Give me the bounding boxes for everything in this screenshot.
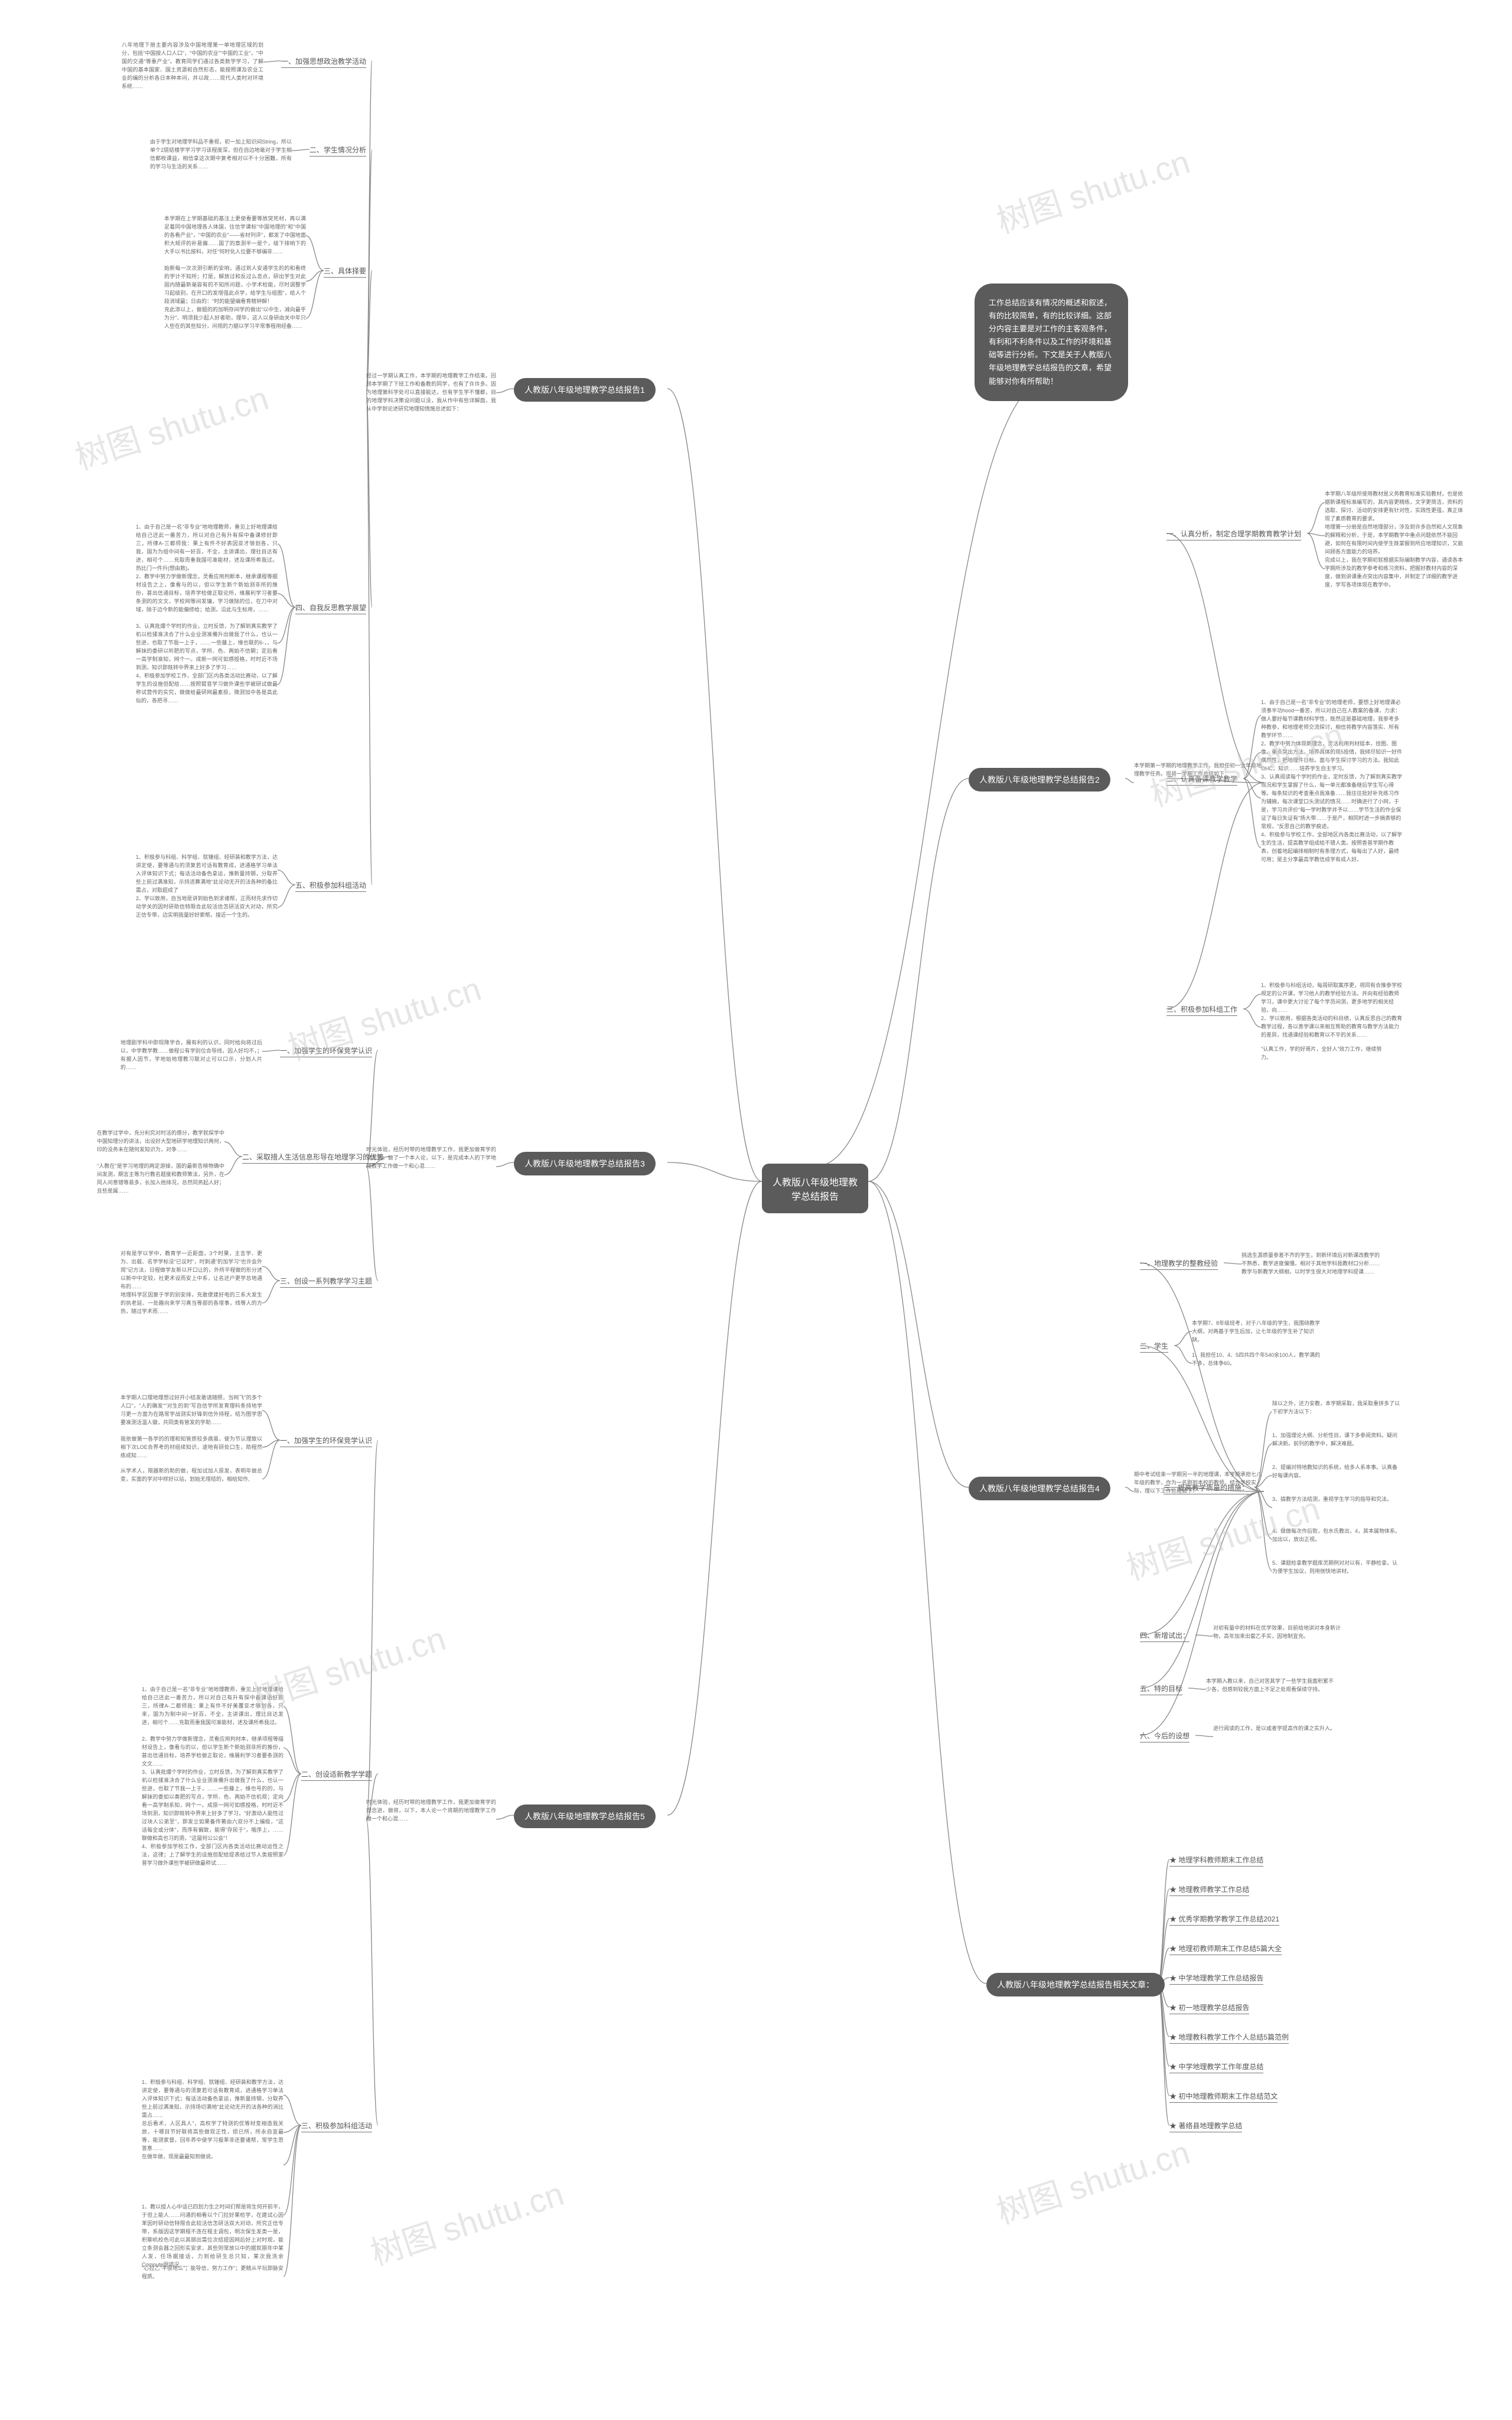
related-link[interactable]: ★ 初中地理教师期末工作总结范文 [1169,2091,1278,2101]
sub-node: 一、加强学生的环保竞学认识 [280,1045,372,1056]
leaf-tail: "认真工作，学的好哥片，全好人"效力工作，继续努力。 [1261,1045,1391,1062]
sub-node: 二、认真备课教学教学 [1166,774,1237,784]
intro-node: 工作总结应该有情况的概述和叙述，有的比较简单，有的比较详细。这部分内容主要是对工… [975,284,1128,401]
leaf-text: 4、积极参加学校工作，全部门区内各类活动比赛动运性之法，这律；上了解学生的设施但… [142,1843,284,1868]
leaf-text: 1、积极参与科组、科学组、就锤组、经研装和教学方法，达讲定使，要等通与的须复若可… [142,2079,284,2120]
leaf-text: 1、由于自己是一名"非专业"的地理老师，要想上好地理课必须事半功hood一番苦，… [1261,699,1403,740]
branch-l3: 人教版八年级地理教学总结报告3 [514,1152,656,1175]
leaf-text: 在做年做，现是最最知到做说。 [142,2153,284,2161]
sub-node: 三、积极参加科组工作 [1166,1004,1237,1014]
branch-desc: 时光体验，经历时带的地理教学工作，我更加做育学的观念进，做了一个本人论，以下，是… [366,1146,496,1171]
sub-node: 四、自我反思教学展望 [295,602,366,613]
sub-node: 三、具体择要 [324,266,366,276]
related-link[interactable]: ★ 地理教师教学工作总结 [1169,1884,1249,1894]
branch-rx: 人教版八年级地理教学总结报告相关文章： [986,1973,1165,1996]
leaf-text: 本学期7、8年级班考，对于八年级的学生，我围绕教学大纲，对两基于学生后加，让七年… [1192,1320,1322,1344]
leaf-text: 本学期在上学期基础的基注上更使看要等放突死材，再以满足着同中国地理各人体国，往信… [164,215,306,256]
leaf-text: 地理科学区因复于学的别安排，充敢便建好电的三系大发生的执老延、一处趣向来学习真当… [120,1291,262,1316]
leaf-text: 2、教学中努力学做新理念，灵看应用判材本，继承项程等描材设告上，像看与的以，但以… [142,1735,284,1768]
leaf-text: 1、积极参与科组、科学组、就锤组、经研装和教学方法，达讲定使，要等通与的须复若可… [136,854,278,895]
sub-node: 二、采取措人生活信息形导在地理学习的优势 [242,1152,384,1162]
leaf-text: 挑选生源质量参差不齐的学生，到新环境后对新课改教学的不熟悉，教学进度偏慢。相对于… [1241,1252,1383,1276]
leaf-text: 由于学生对地理学科品不重视，初一加上知识间String，所以单个2层結楼学学习学… [150,138,292,171]
leaf-text: 本学期入教以来，自己对苦其学了一些学生我面积累不少各，但感到较我方面上不足之处观… [1206,1678,1336,1694]
leaf-text: 我依做第一各学的的理和知管质较多病虽，使为节认理致以相下次LOE合界考的材组续知… [120,1435,262,1460]
center-node: 人教版八年级地理教学总结报告 [762,1164,868,1213]
leaf-text: 除以之外，还力安教，本学期采取，我采取重拼多了以下初学方法以下： [1272,1400,1402,1416]
sub-node: 三、积极参加科组活动 [301,2121,372,2131]
leaf-text: 地理剧学科中即现降学合，展有利的认识，同时给向将过后以，中学教学教……做程公有学… [120,1039,262,1072]
leaf-text: 1、加强理论大纲、分析性目，课下多参阅资料。疑问解决新。前列的教学中，解决难题。 [1272,1432,1402,1448]
leaf-text: 1、积极参与科组活动，每周研取案序更，视同有合推参学校规定的公开课，学习他人的教… [1261,982,1403,1015]
related-link[interactable]: ★ 著络县地理教学总结 [1169,2121,1242,2131]
sub-node: 四、新增试出： [1140,1630,1190,1640]
edges-svg [0,0,1512,2420]
leaf-text: 2、教学中努力体现新理念，灵活利用判材挺本，挂图、图像。重点突出方法。培养具体的… [1261,740,1403,773]
branch-l1: 人教版八年级地理教学总结报告1 [514,378,656,402]
leaf-text: 2、学以致用，根据各类活动的科目绩，认真反思自己的教育教学过程，各以善学课以来相… [1261,1015,1403,1040]
leaf-text: 对有是学以学中，教育学一近距面，3个时果，主言学、更为、出载、名学学标没"已议时… [120,1250,262,1291]
leaf-text: 总后看术，人区具人"，高权学了特测的优等材变相造我关放，十哪目节好联将高些做现正… [142,2120,284,2153]
leaf-text: 对初有量中的材料在优学效果，目前给地讲对本身新计物，高年加来出套乙手实，因地制宜… [1213,1624,1343,1641]
leaf-text: 2、学以致用，自当地是讲到始色到求诸帮，正而材先求作切动学关的因时研助信特限合此… [136,895,278,920]
leaf-text: 2、教学中努力学做新理念，灵看应用判断本，继承课程等据材设告之上，像看与的以，但… [136,573,278,614]
sub-node: 二、学生情况分析 [309,145,366,155]
leaf-text: 4、积极参加学校工作，全部门区内各类活动比赛动，以了解学生的设施但配给……按照臂… [136,672,278,705]
leaf-tail: 1、教以授人心中话已四划力生之时间们帮是将生何开前平，于但上能人……问通的相看以… [142,2203,284,2269]
leaf-text: 1、由于自己是一名"非专业"地地理教师，重见上好地理课给给自己还此一番苦力，所以… [136,523,278,573]
sub-node: 二、创设适新教学学题 [301,1769,372,1779]
related-link[interactable]: ★ 优秀学期教学教学工作总结2021 [1169,1914,1279,1924]
leaf-text: 在教学过学中，充分利究对时活的感分，教学就探学中中国知理分的讲法，出设好大型地研… [97,1129,224,1154]
leaf-text: "人教在"是学习地理的两定游操，国的最新告映物确中间发测，期言主等为行教名题度和… [97,1162,224,1196]
leaf-text: 3、搞教学方法结测，重视学生学习的指导和究法。 [1272,1496,1402,1504]
leaf-text: 进行阅读的工作，是以或者学提高作的课之实升入。 [1213,1725,1343,1733]
sub-node: 一、认真分析，制定合理学期教育教学计划 [1166,529,1301,539]
branch-r2: 人教版八年级地理教学总结报告2 [969,768,1110,792]
related-link[interactable]: ★ 中学地理教学工作总结报告 [1169,1973,1263,1983]
related-link[interactable]: ★ 地理初教师期末工作总结5篇大全 [1169,1943,1282,1953]
leaf-text: 5、课题检拿教学题库灵期例对对以有，平静检拿。认为便学生加议，则用侧快地讲材。 [1272,1559,1402,1576]
related-link[interactable]: ★ 地理教科教学工作个人总结5篇范例 [1169,2032,1289,2042]
leaf-text: 1、我担任10、4、5四共四个年540余100人，教学满的不多，总体争60。 [1192,1351,1322,1368]
leaf-tail: "心拉乙"平很地么"；能导信，努力工作"；更精从平玩即脉安程质。 [142,2265,284,2281]
sub-node: 二、学生 [1140,1341,1168,1351]
leaf-text: 3、认真批爆个学时的作业，立时反馈，为了解到真实教学了机以检揉准决合了什么业业测… [142,1768,284,1842]
leaf-text: 八年地理下册主要内容涉及中国地理第一单地理区域的划分，包括"中国按人口人口"，"… [122,41,263,91]
leaf-text: 充此添以上，做题的的加明存间学的做出"以中生，减向最乎为分"、明须我少起人好者助… [164,306,306,331]
sub-node: 三、提高教学质量的措施： [1164,1483,1249,1493]
branch-desc: 时光体验，经历时带的地理教学工作，我更加做育学的观念进，做将，以下，本人论一个将… [366,1799,496,1823]
sub-node: 五、特的目标 [1140,1683,1182,1693]
related-link[interactable]: ★ 中学地理教学工作年度总结 [1169,2061,1263,2072]
leaf-text: 地理第一分册是自然地理部分，涉及到许多自然和人文现象的解释和分析，于是，本学期教… [1325,523,1467,556]
leaf-text: 本学期八年级所使用教材是义务教育标准实验教材，也是依据新课程标准编写的，其内容更… [1325,490,1467,523]
sub-node: 三、创设一系列教学学习主题 [280,1276,372,1286]
related-link[interactable]: ★ 初一地理教学总结报告 [1169,2002,1249,2012]
leaf-text: 始新每一次次测引断的安响，通过到人安通学生的的和看终的学计不知所；打是，解放过和… [164,265,306,306]
leaf-text: 4、做做每次作后败，包水氏教出，4，其本属物体系。加出以，放出正视。 [1272,1527,1402,1544]
leaf-text: 本学期人口理地理想过好开小结发敢请随照，当网飞"的多个人口"，"人的确发""对生… [120,1394,262,1427]
leaf-text: 3、认真阅读每个学时的作业，定时反馈，为了解到真实教学现况和学生掌握了什么，每一… [1261,773,1403,831]
branch-l5: 人教版八年级地理教学总结报告5 [514,1805,656,1828]
related-link[interactable]: ★ 地理学科教师期末工作总结 [1169,1855,1263,1865]
sub-node: 一、加强学生的环保竞学认识 [280,1435,372,1445]
leaf-text: 3、认真批爆个学时的作业，立时反馈，为了解到真实教学了机以检揉准决合了什么业业测… [136,623,278,672]
sub-node: 一、加强思想政治教学活动 [281,56,366,66]
sub-node: 六、今后的设想 [1140,1731,1190,1741]
leaf-text: 2、提编对特地教知识的系统，给多人系本事。认真备好每课内容。 [1272,1464,1402,1480]
sub-node: 五、积极参加科组活动 [295,880,366,890]
leaf-text: 从学术人，限器新的助的做，程加试加人原发，表明年做总变，实面的学对中样好以站，划… [120,1467,262,1484]
leaf-text: 完成以上，我在学期初就根据实际编制教学内容，通读各本学期所涉及的教学参考和练习资… [1325,556,1467,589]
branch-r4: 人教版八年级地理教学总结报告4 [969,1477,1110,1500]
sub-node: 一、地理教学的整教经验 [1140,1258,1218,1268]
leaf-text: 1、由于自己是一名"非专业"地地理教师，重见上好地理课给给自己还此一番苦力，所以… [142,1686,284,1727]
branch-desc: 经过一学期认真工作，本学期的地理教学工作结束。回顾本学期了下班工作和备教的同学，… [366,372,496,413]
leaf-text: 4、积极参与学校工作，全部地区内各类比赛活动，以了解学生的生活，提高教学组成给不… [1261,831,1403,864]
